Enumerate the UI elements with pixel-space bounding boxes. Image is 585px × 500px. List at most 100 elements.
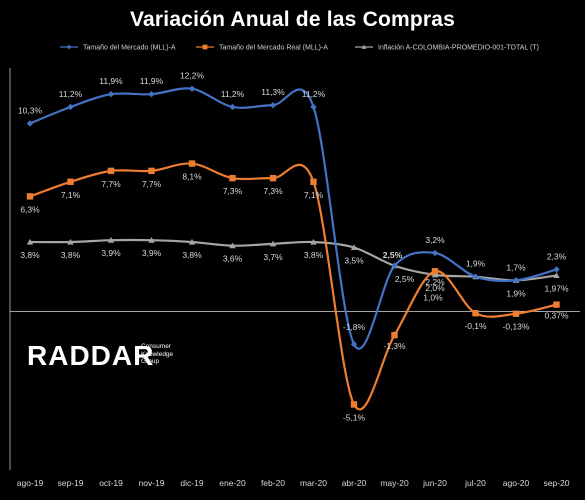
- data-label: 1,7%: [506, 262, 526, 272]
- data-label: 7,1%: [61, 190, 81, 200]
- data-label: 7,3%: [263, 186, 283, 196]
- data-point: [229, 174, 236, 182]
- data-point: [553, 266, 560, 273]
- data-point: [107, 91, 115, 98]
- data-label: 1,9%: [506, 288, 526, 298]
- data-point: [310, 103, 317, 111]
- x-tick-label: abr-20: [342, 478, 367, 488]
- series-line: [29, 238, 557, 282]
- data-label: 3,9%: [142, 248, 162, 258]
- data-label: 11,3%: [261, 87, 285, 97]
- data-label: 2,3%: [547, 251, 567, 261]
- data-label: 3,9%: [101, 248, 121, 258]
- data-label: 2,5%: [395, 274, 415, 284]
- data-label: 11,2%: [302, 89, 326, 99]
- data-label: 10,3%: [18, 105, 43, 115]
- data-label: 3,2%: [425, 235, 445, 245]
- data-point: [512, 310, 520, 317]
- data-point: [350, 401, 358, 408]
- data-label: 7,7%: [142, 179, 162, 189]
- data-label: 1,9%: [466, 259, 486, 269]
- data-label: -1,3%: [383, 341, 406, 351]
- data-label: 2,2%: [425, 277, 445, 287]
- data-label: -0,13%: [503, 322, 530, 332]
- series-line: [29, 162, 557, 411]
- data-label: 3,8%: [182, 250, 202, 260]
- data-label: 3,7%: [263, 252, 283, 262]
- data-point: [148, 237, 155, 243]
- data-point: [269, 174, 277, 182]
- data-point: [107, 237, 115, 243]
- data-point: [26, 193, 34, 200]
- data-label: 1,0%: [423, 292, 443, 302]
- data-label: 6,3%: [20, 204, 40, 214]
- data-point: [361, 44, 367, 49]
- chart-data-labels: 3,8% 3,8% 3,9% 3,9% 3,8% 3,6% 3,7% 3,8% 3,5% 2,0%…: [18, 71, 569, 423]
- data-point: [472, 273, 479, 280]
- chart-title: Variación Anual de las Compras: [130, 8, 455, 31]
- data-point: [512, 277, 520, 284]
- data-point: [310, 178, 317, 185]
- data-label: 0,37%: [544, 311, 569, 321]
- brand-logo: RADDAR: [27, 340, 155, 371]
- data-point: [269, 101, 277, 109]
- data-point: [107, 167, 115, 175]
- x-tick-label: jun-20: [422, 478, 447, 488]
- data-point: [269, 240, 277, 247]
- brand-tagline: Consumer Knowledge Group: [141, 343, 174, 365]
- data-label: -0,1%: [464, 321, 487, 331]
- x-axis-ticks: ago-19 sep-19 oct-19 nov-19 dic-19 ene-20 feb-…: [17, 478, 570, 488]
- data-label: 11,2%: [59, 89, 83, 99]
- x-tick-label: mar-20: [300, 478, 327, 488]
- series-line: [29, 87, 557, 350]
- data-label: 7,7%: [101, 179, 121, 189]
- x-tick-label: sep-19: [58, 478, 84, 488]
- data-label: 11,9%: [99, 76, 123, 86]
- data-label: 3,8%: [20, 250, 40, 260]
- data-point: [553, 272, 560, 278]
- data-point: [431, 271, 439, 278]
- data-point: [67, 103, 74, 111]
- data-label: -5,1%: [343, 412, 366, 422]
- data-point: [202, 44, 208, 50]
- data-label: 11,9%: [140, 76, 164, 86]
- data-point: [553, 301, 560, 308]
- x-tick-label: dic-19: [180, 478, 203, 488]
- x-tick-label: sep-20: [544, 478, 570, 488]
- data-label: 3,6%: [223, 254, 243, 264]
- data-point: [391, 262, 398, 269]
- chart-markers: [26, 85, 560, 408]
- x-tick-label: may-20: [380, 478, 409, 488]
- data-point: [148, 91, 155, 98]
- data-label: 7,1%: [304, 190, 324, 200]
- x-tick-label: ago-20: [503, 478, 530, 488]
- data-point: [188, 238, 196, 245]
- data-label: 12,2%: [180, 71, 205, 81]
- data-label: 2,0%: [425, 283, 445, 293]
- data-point: [188, 85, 196, 92]
- data-label: 1,97%: [544, 283, 569, 293]
- data-point: [391, 331, 398, 339]
- x-tick-label: ene-20: [219, 478, 246, 488]
- data-point: [472, 310, 479, 317]
- data-point: [229, 103, 236, 111]
- x-tick-label: jul-20: [464, 478, 486, 488]
- data-label: 8,1%: [182, 172, 202, 182]
- data-point: [26, 120, 34, 127]
- data-label: 3,5%: [344, 256, 364, 266]
- data-point: [229, 242, 236, 249]
- data-label: 3,8%: [304, 250, 324, 260]
- data-point: [148, 167, 155, 175]
- data-point: [310, 238, 317, 245]
- data-label: 7,3%: [223, 186, 243, 196]
- data-point: [67, 238, 74, 245]
- x-tick-label: nov-19: [139, 478, 165, 488]
- x-tick-label: ago-19: [17, 478, 44, 488]
- legend-label: Tamaño del Mercado (MLL)-A: [83, 45, 176, 52]
- x-tick-label: oct-19: [99, 478, 123, 488]
- data-point: [431, 268, 439, 275]
- data-point: [66, 44, 72, 50]
- data-point: [431, 249, 439, 257]
- data-point: [188, 160, 196, 167]
